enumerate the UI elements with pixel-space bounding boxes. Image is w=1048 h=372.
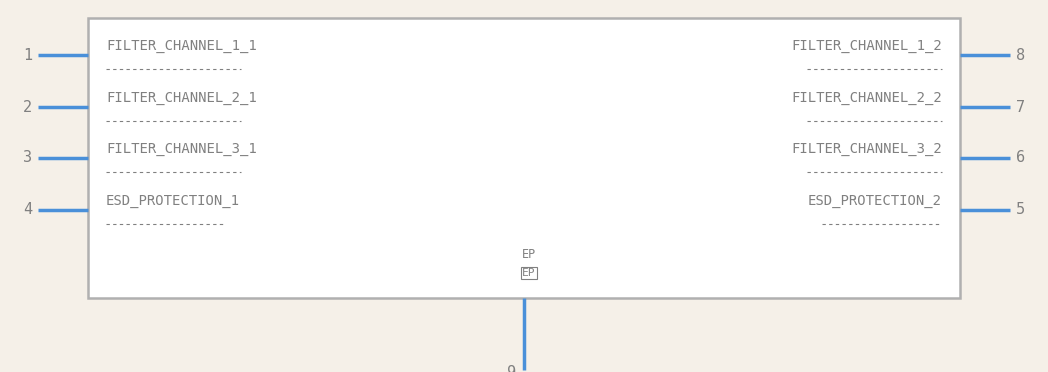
- Text: 5: 5: [1016, 202, 1025, 218]
- Text: FILTER_CHANNEL_2_1: FILTER_CHANNEL_2_1: [106, 91, 257, 105]
- Text: 8: 8: [1016, 48, 1025, 62]
- Text: 1: 1: [23, 48, 32, 62]
- Text: EP: EP: [522, 248, 537, 262]
- Text: 6: 6: [1016, 151, 1025, 166]
- Text: FILTER_CHANNEL_2_2: FILTER_CHANNEL_2_2: [791, 91, 942, 105]
- Text: 2: 2: [23, 99, 32, 115]
- Text: FILTER_CHANNEL_3_1: FILTER_CHANNEL_3_1: [106, 142, 257, 156]
- Text: FILTER_CHANNEL_3_2: FILTER_CHANNEL_3_2: [791, 142, 942, 156]
- Text: ESD_PROTECTION_1: ESD_PROTECTION_1: [106, 194, 240, 208]
- Text: EP: EP: [522, 268, 536, 278]
- Text: ESD_PROTECTION_2: ESD_PROTECTION_2: [808, 194, 942, 208]
- Text: 7: 7: [1016, 99, 1025, 115]
- Text: 9: 9: [507, 365, 516, 372]
- Text: FILTER_CHANNEL_1_1: FILTER_CHANNEL_1_1: [106, 39, 257, 53]
- Text: 3: 3: [23, 151, 32, 166]
- Text: FILTER_CHANNEL_1_2: FILTER_CHANNEL_1_2: [791, 39, 942, 53]
- Bar: [88, 18, 960, 298]
- Text: 4: 4: [23, 202, 32, 218]
